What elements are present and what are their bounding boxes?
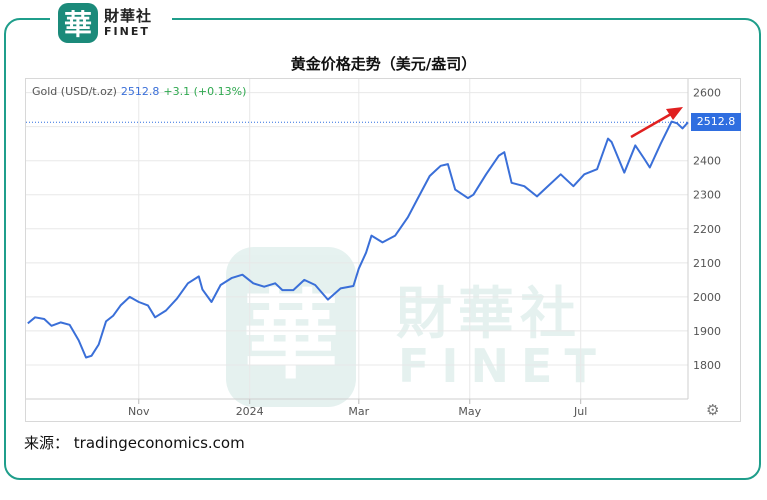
y-tick-label: 2100 xyxy=(693,257,721,270)
y-tick-label: 2300 xyxy=(693,189,721,202)
x-tick-label: Jul xyxy=(573,405,587,418)
x-tick-label: 2024 xyxy=(236,405,264,418)
chart-area: 華 財華社 FINET 1800 1900 2000 2100 2200 2300 2400… xyxy=(25,78,741,422)
logo-seal-icon: 華 xyxy=(58,3,98,43)
gold-price-line xyxy=(27,120,689,359)
source-note: 来源： tradingeconomics.com xyxy=(24,434,245,452)
legend-change: +3.1 (+0.13%) xyxy=(163,85,247,98)
logo-name-cn: 財華社 xyxy=(104,7,153,25)
legend-series-name: Gold (USD/t.oz) xyxy=(32,85,117,98)
y-tick-label: 1800 xyxy=(693,359,721,372)
annotation-arrowhead-icon xyxy=(666,107,683,120)
last-price-tag: 2512.8 xyxy=(691,113,741,132)
legend-price: 2512.8 xyxy=(120,85,160,98)
y-tick-label: 2600 xyxy=(693,87,721,100)
y-tick-label: 1900 xyxy=(693,325,721,338)
chart-plot: 180019002000210022002300240025002600Nov2… xyxy=(26,79,721,418)
chart-legend: Gold (USD/t.oz) 2512.8 +3.1 (+0.13%) xyxy=(32,85,246,98)
finet-logo: 華 財華社 FINET xyxy=(50,0,172,46)
chart-title: 黄金价格走势（美元/盎司） xyxy=(290,55,477,73)
annotation-arrow-icon xyxy=(630,112,672,139)
logo-name-en: FINET xyxy=(104,25,150,38)
x-tick-label: Nov xyxy=(128,405,150,418)
x-tick-label: May xyxy=(458,405,481,418)
y-tick-label: 2000 xyxy=(693,291,721,304)
x-tick-label: Mar xyxy=(348,405,369,418)
y-tick-label: 2200 xyxy=(693,223,721,236)
y-tick-label: 2400 xyxy=(693,155,721,168)
gear-icon[interactable]: ⚙ xyxy=(706,401,720,419)
